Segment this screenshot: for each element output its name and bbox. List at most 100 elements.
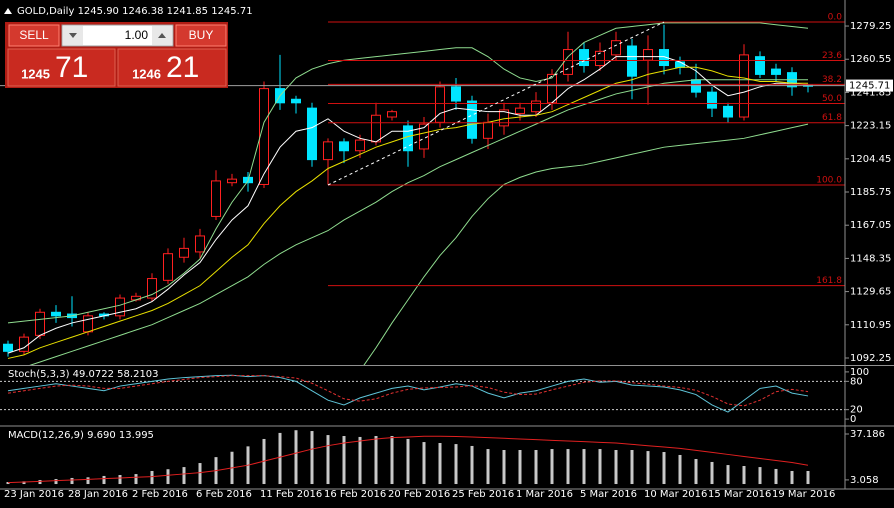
stoch-line bbox=[7, 374, 809, 413]
histogram-bar bbox=[342, 436, 346, 485]
histogram-bar bbox=[646, 451, 650, 485]
histogram-bar bbox=[598, 449, 602, 485]
sell-label: SELL bbox=[19, 28, 49, 42]
histogram-bar bbox=[374, 436, 378, 485]
x-tick-label: 5 Mar 2016 bbox=[580, 489, 637, 500]
buy-price-small: 21 bbox=[166, 51, 199, 84]
stoch-window bbox=[0, 374, 845, 413]
histogram-bar bbox=[38, 479, 42, 485]
x-tick-label: 23 Jan 2016 bbox=[4, 489, 64, 500]
fib-label: 23.6 bbox=[822, 51, 842, 61]
candle-body bbox=[179, 247, 189, 258]
histogram-bar bbox=[790, 470, 794, 485]
candle-body bbox=[291, 98, 301, 104]
buy-price-big: 1246 bbox=[132, 66, 161, 81]
histogram-bar bbox=[550, 449, 554, 485]
histogram-bar bbox=[86, 477, 90, 485]
candle-body bbox=[531, 100, 541, 113]
histogram-bar bbox=[310, 431, 314, 485]
histogram-bar bbox=[390, 436, 394, 485]
y-tick-label: 80 bbox=[850, 376, 863, 387]
lot-value: 1.00 bbox=[125, 28, 149, 42]
x-tick-label: 15 Mar 2016 bbox=[708, 489, 771, 500]
candle-body bbox=[451, 86, 461, 102]
histogram-bar bbox=[806, 470, 810, 485]
y-tick-label: 0 bbox=[850, 414, 856, 425]
y-tick-label: 3.058 bbox=[850, 475, 879, 486]
y-tick-label: 1204.45 bbox=[850, 154, 891, 165]
histogram-bar bbox=[758, 467, 762, 485]
macd-window bbox=[6, 430, 810, 485]
y-tick-label: 1110.95 bbox=[850, 320, 891, 331]
down-arrow bbox=[69, 33, 77, 38]
indicator-line bbox=[7, 22, 809, 324]
window-title: Stoch(5,3,3) 49.0722 58.2103 bbox=[8, 369, 159, 380]
indicator-line bbox=[7, 66, 808, 359]
sell-button[interactable] bbox=[8, 24, 60, 47]
histogram-bar bbox=[774, 468, 778, 485]
histogram-bar bbox=[518, 449, 522, 485]
histogram-bar bbox=[438, 443, 442, 485]
candle-body bbox=[227, 178, 237, 184]
x-tick-label: 19 Mar 2016 bbox=[772, 489, 835, 500]
histogram-bar bbox=[710, 461, 714, 485]
histogram-bar bbox=[470, 445, 474, 485]
histogram-bar bbox=[198, 463, 202, 485]
symbol: GOLD,Daily bbox=[17, 6, 74, 17]
candle-body bbox=[435, 86, 445, 123]
histogram-bar bbox=[6, 482, 10, 485]
histogram-bar bbox=[150, 470, 154, 485]
histogram-bar bbox=[326, 435, 330, 485]
x-tick-label: 28 Jan 2016 bbox=[68, 489, 128, 500]
candle-body bbox=[659, 49, 669, 67]
histogram-bar bbox=[630, 449, 634, 485]
histogram-bar bbox=[454, 444, 458, 485]
x-tick-label: 1 Mar 2016 bbox=[516, 489, 573, 500]
buy-price-box[interactable] bbox=[117, 48, 227, 87]
candle-body bbox=[643, 49, 653, 61]
y-tick-label: 1167.05 bbox=[850, 220, 891, 231]
y-tick-label: 1260.55 bbox=[850, 54, 891, 65]
low: 1241.85 bbox=[167, 6, 208, 17]
candle-body bbox=[771, 68, 781, 75]
candle-body bbox=[387, 111, 397, 118]
up-arrow bbox=[158, 33, 166, 38]
candle-body bbox=[339, 141, 349, 152]
candle-body bbox=[579, 49, 589, 67]
fib-label: 161.8 bbox=[816, 276, 842, 286]
candle-body bbox=[483, 121, 493, 139]
tick-labels: 1092.25 1110.95 1129.65 1148.35 1167.05 1185.… bbox=[4, 21, 893, 500]
sell-price-box[interactable] bbox=[7, 48, 116, 87]
fib-label: 38.2 bbox=[822, 75, 842, 85]
histogram-bar bbox=[566, 449, 570, 485]
x-tick-label: 11 Feb 2016 bbox=[260, 489, 322, 500]
header-text: GOLD,Daily 1245.90 1246.38 1241.85 1245.… bbox=[17, 6, 253, 17]
y-tick-label: 1092.25 bbox=[850, 353, 891, 364]
y-tick-label: 1241.85 bbox=[850, 87, 891, 98]
stoch-line bbox=[7, 375, 809, 407]
trendline bbox=[327, 21, 665, 186]
histogram-bar bbox=[422, 442, 426, 485]
sell-price-big: 1245 bbox=[21, 66, 50, 81]
trade-panel: SELL 1.00 BUY 1245 71 1246 21 bbox=[5, 22, 228, 88]
fib-label: 0.0 bbox=[828, 13, 843, 23]
indicator-line bbox=[29, 79, 808, 365]
fib-label: 100.0 bbox=[816, 176, 842, 186]
histogram-bar bbox=[582, 449, 586, 485]
candle-body bbox=[307, 107, 317, 161]
histogram-bar bbox=[134, 474, 138, 485]
histogram-bar bbox=[278, 432, 282, 485]
candle-body bbox=[115, 297, 125, 317]
histogram-bar bbox=[742, 466, 746, 485]
buy-label: BUY bbox=[189, 28, 214, 42]
candle-body bbox=[595, 50, 605, 67]
collapse-icon[interactable] bbox=[4, 8, 12, 14]
sell-price-small: 71 bbox=[55, 51, 88, 84]
candle-body bbox=[259, 88, 269, 185]
candle-body bbox=[515, 107, 525, 114]
candle-body bbox=[755, 56, 765, 75]
lot-field[interactable] bbox=[61, 24, 174, 47]
histogram-bar bbox=[358, 436, 362, 485]
buy-button[interactable] bbox=[175, 24, 227, 47]
histogram-bar bbox=[22, 481, 26, 485]
